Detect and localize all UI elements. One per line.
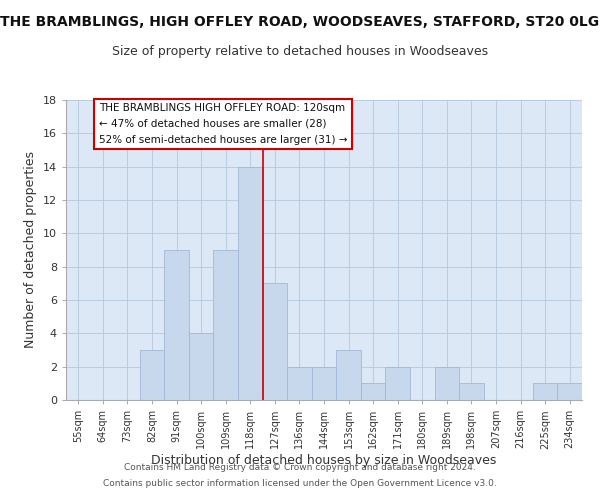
Text: THE BRAMBLINGS, HIGH OFFLEY ROAD, WOODSEAVES, STAFFORD, ST20 0LG: THE BRAMBLINGS, HIGH OFFLEY ROAD, WOODSE… [1, 15, 599, 29]
Bar [336, 350, 361, 400]
Bar [189, 334, 214, 400]
Bar [533, 384, 557, 400]
Text: Contains public sector information licensed under the Open Government Licence v3: Contains public sector information licen… [103, 478, 497, 488]
Bar [361, 384, 385, 400]
Y-axis label: Number of detached properties: Number of detached properties [24, 152, 37, 348]
Bar [164, 250, 189, 400]
Bar [287, 366, 312, 400]
Text: THE BRAMBLINGS HIGH OFFLEY ROAD: 120sqm
← 47% of detached houses are smaller (28: THE BRAMBLINGS HIGH OFFLEY ROAD: 120sqm … [99, 104, 347, 144]
Text: Size of property relative to detached houses in Woodseaves: Size of property relative to detached ho… [112, 45, 488, 58]
Bar [238, 166, 263, 400]
Bar [385, 366, 410, 400]
Bar [263, 284, 287, 400]
Bar [140, 350, 164, 400]
Bar [459, 384, 484, 400]
Bar [214, 250, 238, 400]
Bar [557, 384, 582, 400]
X-axis label: Distribution of detached houses by size in Woodseaves: Distribution of detached houses by size … [151, 454, 497, 467]
Bar [434, 366, 459, 400]
Bar [312, 366, 336, 400]
Text: Contains HM Land Registry data © Crown copyright and database right 2024.: Contains HM Land Registry data © Crown c… [124, 464, 476, 472]
